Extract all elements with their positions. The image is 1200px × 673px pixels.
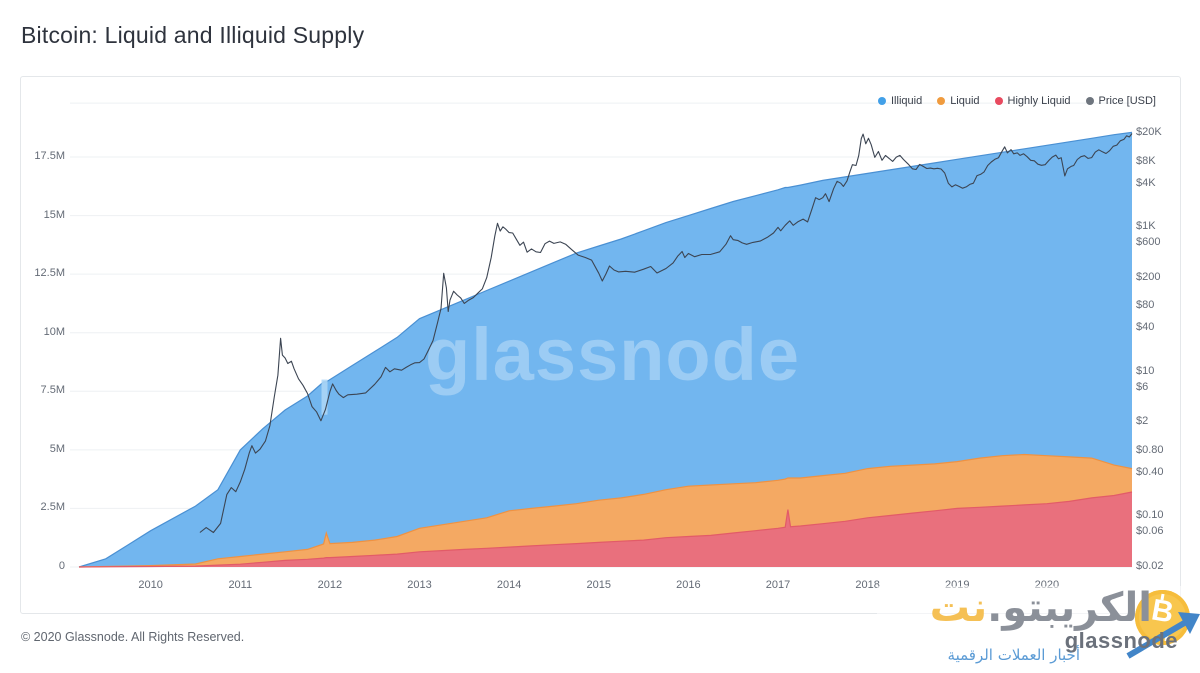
y-axis-label: 10M: [43, 325, 65, 338]
y-axis-label: $200: [1136, 270, 1161, 283]
liquid-edge: [78, 453, 1133, 568]
copyright: © 2020 Glassnode. All Rights Reserved.: [21, 630, 245, 644]
y-axis-label: $6: [1136, 380, 1149, 393]
y-axis-label: 7.5M: [40, 384, 65, 397]
y-axis-label: $8K: [1136, 154, 1156, 167]
legend-item-illiquid[interactable]: Illiquid: [878, 95, 922, 107]
y-axis-label: $10: [1136, 364, 1155, 377]
illiquid-edge: [78, 131, 1133, 568]
y-axis-label: $4K: [1136, 176, 1156, 189]
x-axis-label: 2015: [586, 579, 611, 591]
brand-tagline: أخبار العملات الرقمية: [947, 646, 1080, 664]
glassnode-wordmark: glassnode: [1064, 628, 1178, 653]
price-line[interactable]: [199, 133, 1133, 534]
legend-item-price-usd-[interactable]: Price [USD]: [1085, 95, 1156, 107]
y-axis-label: $40: [1136, 321, 1155, 334]
y-axis-label: $2: [1136, 415, 1149, 428]
y-axis-label: 15M: [43, 208, 65, 221]
legend-label: Highly Liquid: [1007, 95, 1071, 107]
legend-label: Price [USD]: [1098, 95, 1156, 107]
y-axis-label: $0.10: [1136, 509, 1164, 522]
y-axis-label: $0.40: [1136, 465, 1164, 478]
legend-label: Illiquid: [891, 95, 923, 107]
page-title: Bitcoin: Liquid and Illiquid Supply: [21, 22, 365, 48]
x-axis-label: 2010: [138, 579, 163, 591]
artifact-highlight-bar: [321, 379, 328, 415]
x-axis-label: 2014: [496, 579, 522, 591]
y-axis-label: 2.5M: [40, 501, 65, 514]
alcrypto-glassnode-logo: B الكريبتو.نت glassnode أخبار العملات ال…: [860, 580, 1200, 673]
y-axis-label: 12.5M: [34, 267, 65, 280]
y-axis-label: $0.06: [1136, 525, 1164, 538]
x-axis-label: 2012: [317, 579, 343, 591]
legend-dot-icon: [878, 97, 886, 105]
arrow-up-icon: [1126, 612, 1200, 659]
legend-label: Liquid: [950, 95, 980, 107]
legend-item-liquid[interactable]: Liquid: [937, 95, 980, 107]
x-axis-label: 2013: [407, 579, 432, 591]
y-axis-label: 0: [58, 560, 65, 572]
legend-dot-icon: [937, 97, 946, 105]
x-axis-label: 2017: [765, 579, 791, 591]
x-axis-label: 2011: [228, 579, 253, 591]
chart-legend: Illiquid Liquid Highly Liquid Price [USD]: [878, 95, 1156, 107]
x-axis-label: 2016: [676, 579, 701, 591]
legend-dot-icon: [1085, 97, 1094, 105]
y-axis-label: $0.02: [1136, 559, 1164, 572]
highly-liquid-area[interactable]: [78, 492, 1132, 567]
y-axis-label: $80: [1136, 299, 1155, 312]
y-axis-label: $0.80: [1136, 444, 1164, 457]
legend-item-highly-liquid[interactable]: Highly Liquid: [994, 95, 1071, 107]
alcrypto-wordmark: الكريبتو.نت: [929, 585, 1152, 631]
x-axis-label: 2018: [855, 579, 880, 591]
y-axis-label: $20K: [1136, 126, 1162, 138]
legend-dot-icon: [994, 97, 1003, 105]
y-axis-label: $1K: [1136, 220, 1156, 233]
y-axis-label: 5M: [49, 442, 65, 455]
highly-liquid-edge: [78, 491, 1133, 568]
y-axis-label: $600: [1136, 236, 1161, 249]
illiquid-area[interactable]: [78, 132, 1132, 567]
y-axis-label: 17.5M: [34, 150, 65, 162]
